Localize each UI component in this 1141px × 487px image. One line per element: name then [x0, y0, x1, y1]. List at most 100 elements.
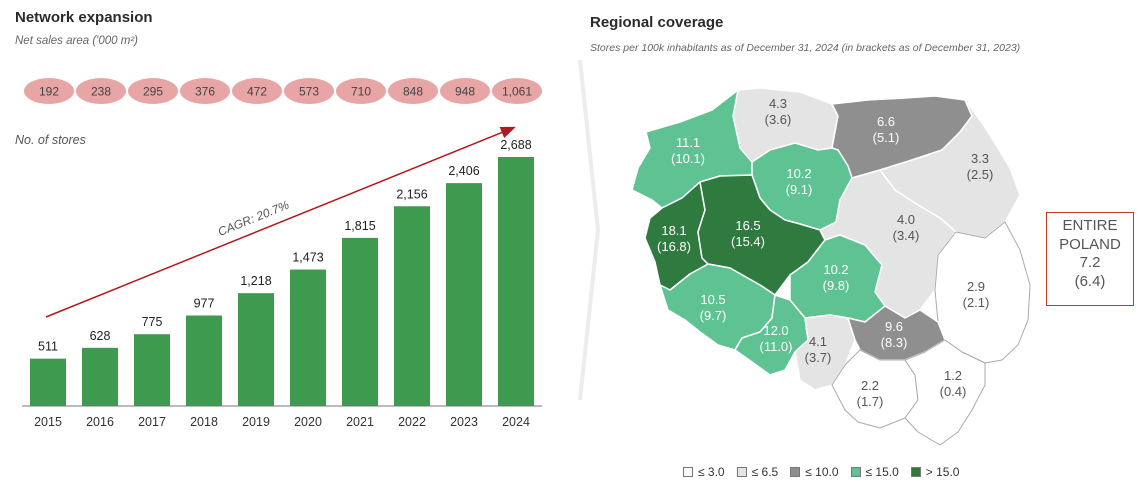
legend-swatch [850, 467, 861, 477]
x-tick-2018: 2018 [190, 415, 218, 429]
legend-item-3: ≤ 15.0 [850, 465, 899, 479]
x-tick-2021: 2021 [346, 415, 374, 429]
bar-label-2021: 1,815 [344, 219, 375, 233]
network-expansion-chart: 192 238 295 376 472 573 710 848 948 1,061 511 628 7… [22, 78, 542, 429]
sales-area-subtitle: Net sales area ('000 m²) [15, 35, 138, 47]
region-value-podlaskie: 3.3 [971, 151, 989, 166]
bar-2015 [30, 358, 66, 406]
cagr-arrow [45, 126, 516, 318]
region-prev-mazowieckie: (3.4) [893, 228, 920, 243]
bar-label-2020: 1,473 [292, 251, 323, 265]
sales-area-value-2017: 295 [143, 85, 163, 99]
bar-2020 [290, 269, 326, 406]
region-podkarpackie[interactable] [904, 339, 986, 446]
bar-label-2024: 2,688 [500, 138, 531, 152]
legend-swatch [736, 467, 747, 477]
x-tick-2015: 2015 [34, 415, 62, 429]
region-prev-lubelskie: (2.1) [963, 295, 990, 310]
sales-area-oval-2023 [440, 78, 490, 104]
region-value-swietokrzyskie: 9.6 [885, 319, 903, 334]
entire-poland-prev: (6.4) [1074, 272, 1106, 290]
region-value-zachodniopomorskie: 11.1 [676, 135, 700, 150]
sales-area-value-2023: 948 [455, 85, 475, 99]
region-prev-dolnoslaskie: (9.7) [700, 308, 727, 323]
bar-label-2019: 1,218 [240, 274, 271, 288]
sales-area-value-2020: 573 [299, 85, 319, 99]
region-prev-opolskie: (11.0) [760, 339, 793, 354]
x-tick-2017: 2017 [138, 415, 166, 429]
region-prev-swietokrzyskie: (8.3) [881, 335, 908, 350]
region-prev-zachodniopomorskie: (10.1) [671, 151, 705, 166]
entire-poland-box: ENTIRE POLAND 7.2 (6.4) [1046, 212, 1134, 306]
sales-area-value-2022: 848 [403, 85, 423, 99]
bar-label-2018: 977 [194, 296, 215, 310]
region-value-pomorskie: 4.3 [769, 96, 787, 111]
region-prev-lubuskie: (16.8) [657, 239, 691, 254]
region-prev-warminsko-mazurskie: (5.1) [873, 130, 900, 145]
sales-area-oval-2015 [24, 78, 74, 104]
sales-area-oval-2016 [76, 78, 126, 104]
x-tick-2023: 2023 [450, 415, 478, 429]
region-value-kujawsko-pomorskie: 10.2 [786, 166, 811, 181]
region-prev-slaskie: (3.7) [805, 350, 832, 365]
sales-area-value-2016: 238 [91, 85, 111, 99]
region-prev-kujawsko-pomorskie: (9.1) [786, 182, 813, 197]
bar-2017 [134, 334, 170, 406]
bar-label-2016: 628 [90, 329, 111, 343]
legend-label: ≤ 6.5 [751, 465, 779, 479]
region-value-mazowieckie: 4.0 [897, 212, 915, 227]
x-tick-2024: 2024 [502, 415, 530, 429]
sales-area-value-2018: 376 [195, 85, 215, 99]
entire-poland-line1: ENTIRE [1062, 217, 1118, 234]
entire-poland-line2: POLAND [1059, 235, 1121, 253]
region-value-warminsko-mazurskie: 6.6 [877, 114, 895, 129]
bar-label-2023: 2,406 [448, 164, 479, 178]
bar-2024 [498, 157, 534, 406]
map-legend: ≤ 3.0 ≤ 6.5 ≤ 10.0 ≤ 15.0 > 15.0 [683, 465, 959, 479]
region-value-dolnoslaskie: 10.5 [700, 292, 725, 307]
bar-2023 [446, 183, 482, 406]
legend-label: > 15.0 [925, 465, 960, 479]
legend-label: ≤ 15.0 [865, 465, 899, 479]
region-value-lodzkie: 10.2 [823, 262, 848, 277]
region-prev-podkarpackie: (0.4) [940, 384, 967, 399]
bar-2022 [394, 206, 430, 406]
bar-label-2015: 511 [38, 340, 58, 354]
regional-coverage-title: Regional coverage [590, 14, 724, 31]
region-value-lubelskie: 2.9 [967, 279, 985, 294]
sales-area-value-2021: 710 [351, 85, 371, 99]
network-expansion-title: Network expansion [15, 9, 153, 26]
sales-area-oval-2024 [492, 78, 542, 104]
legend-item-4: > 15.0 [910, 465, 960, 479]
bar-2019 [238, 293, 274, 406]
sales-area-oval-2018 [180, 78, 230, 104]
sales-area-value-2019: 472 [247, 85, 267, 99]
x-tick-2022: 2022 [398, 415, 426, 429]
legend-item-0: ≤ 3.0 [683, 465, 725, 479]
x-tick-2019: 2019 [242, 415, 270, 429]
bar-2021 [342, 237, 378, 406]
entire-poland-value: 7.2 [1079, 254, 1101, 271]
legend-label: ≤ 10.0 [805, 465, 839, 479]
legend-swatch [683, 467, 693, 477]
x-tick-2020: 2020 [294, 415, 322, 429]
region-prev-malopolskie: (1.7) [857, 394, 884, 409]
legend-item-1: ≤ 6.5 [736, 465, 779, 479]
legend-item-2: ≤ 10.0 [790, 465, 839, 479]
region-lubelskie[interactable] [934, 221, 1031, 364]
region-prev-pomorskie: (3.6) [765, 112, 792, 127]
region-prev-lodzkie: (9.8) [823, 278, 850, 293]
stores-label: No. of stores [15, 133, 86, 147]
sales-area-value-2024: 1,061 [502, 85, 532, 99]
x-tick-2016: 2016 [86, 415, 114, 429]
sales-area-value-2015: 192 [39, 85, 59, 99]
region-value-wielkopolskie: 16.5 [735, 218, 760, 233]
legend-swatch [910, 467, 921, 477]
region-prev-wielkopolskie: (15.4) [731, 234, 765, 249]
sales-area-oval-2019 [232, 78, 282, 104]
bar-2016 [82, 347, 118, 406]
sales-area-oval-2020 [284, 78, 334, 104]
sales-area-oval-2021 [336, 78, 386, 104]
sales-area-oval-2022 [388, 78, 438, 104]
